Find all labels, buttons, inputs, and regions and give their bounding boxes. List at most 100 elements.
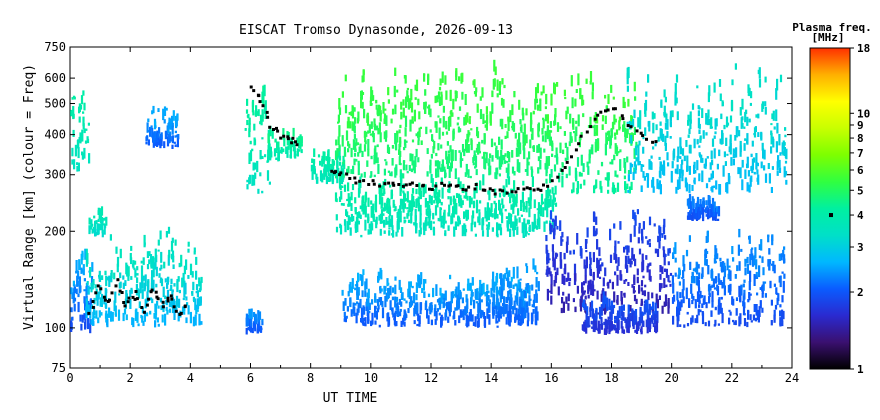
- heatmap-cell: [357, 160, 360, 166]
- heatmap-cell: [334, 192, 338, 202]
- heatmap-cell: [542, 85, 545, 94]
- heatmap-cell: [436, 160, 439, 173]
- heatmap-cell: [638, 222, 641, 229]
- heatmap-cell: [638, 317, 641, 326]
- heatmap-cell: [353, 306, 356, 317]
- heatmap-cell: [454, 150, 457, 161]
- heatmap-cell: [556, 82, 559, 87]
- heatmap-cell: [517, 317, 520, 326]
- trace-point: [454, 184, 458, 188]
- heatmap-cell: [198, 277, 201, 283]
- heatmap-cell: [72, 292, 75, 304]
- heatmap-cell: [609, 228, 612, 241]
- heatmap-cell: [535, 277, 538, 288]
- heatmap-cell: [423, 74, 426, 82]
- heatmap-cell: [347, 198, 351, 207]
- heatmap-cell: [696, 314, 699, 324]
- heatmap-cell: [550, 284, 553, 294]
- heatmap-cell: [775, 109, 778, 122]
- heatmap-cell: [256, 329, 260, 334]
- heatmap-cell: [70, 322, 73, 330]
- heatmap-cell: [527, 283, 530, 294]
- heatmap-cell: [490, 203, 493, 213]
- heatmap-cell: [379, 213, 382, 224]
- trace-point: [87, 311, 91, 315]
- heatmap-cell: [570, 75, 573, 87]
- heatmap-cell: [513, 180, 516, 191]
- heatmap-cell: [779, 152, 782, 156]
- heatmap-cell: [331, 159, 334, 167]
- heatmap-cell: [784, 170, 788, 176]
- heatmap-cell: [595, 311, 598, 321]
- heatmap-cell: [486, 308, 489, 319]
- heatmap-cell: [458, 106, 462, 111]
- heatmap-cell: [615, 254, 618, 264]
- heatmap-cell: [564, 97, 567, 100]
- heatmap-cell: [251, 101, 254, 113]
- heatmap-cell: [152, 266, 155, 278]
- heatmap-cell: [122, 275, 125, 280]
- heatmap-cell: [534, 265, 537, 273]
- heatmap-cell: [693, 177, 696, 185]
- heatmap-cell: [94, 284, 97, 289]
- heatmap-cell: [395, 321, 398, 327]
- heatmap-cell: [481, 230, 485, 237]
- heatmap-cell: [245, 313, 248, 323]
- trace-point: [560, 168, 564, 172]
- heatmap-cell: [149, 254, 153, 263]
- heatmap-cell: [511, 166, 515, 174]
- heatmap-cell: [380, 288, 383, 292]
- heatmap-cell: [350, 203, 353, 211]
- heatmap-cell: [663, 278, 666, 288]
- heatmap-cell: [528, 285, 531, 290]
- heatmap-cell: [728, 269, 731, 276]
- heatmap-cell: [438, 312, 441, 316]
- heatmap-cell: [591, 91, 594, 100]
- heatmap-cell: [771, 113, 774, 120]
- heatmap-cell: [442, 116, 445, 128]
- heatmap-cell: [626, 245, 629, 255]
- heatmap-cell: [370, 155, 373, 160]
- heatmap-cell: [343, 146, 346, 156]
- heatmap-cell: [73, 159, 76, 170]
- heatmap-cell: [429, 210, 432, 216]
- heatmap-cell: [616, 265, 619, 271]
- heatmap-cell: [768, 248, 771, 255]
- heatmap-cell: [643, 176, 646, 181]
- heatmap-cell: [668, 280, 671, 283]
- heatmap-cell: [696, 85, 699, 89]
- heatmap-cell: [76, 275, 79, 287]
- heatmap-cell: [349, 299, 352, 305]
- heatmap-cell: [379, 297, 383, 306]
- heatmap-cell: [335, 226, 339, 233]
- heatmap-cell: [346, 168, 349, 176]
- heatmap-cell: [249, 310, 252, 319]
- heatmap-cell: [415, 199, 418, 208]
- heatmap-cell: [253, 123, 256, 131]
- trace-point: [434, 184, 438, 188]
- heatmap-cell: [713, 82, 716, 93]
- heatmap-cell: [694, 318, 697, 323]
- heatmap-cell: [604, 267, 607, 277]
- x-tick-label: 14: [484, 371, 498, 385]
- heatmap-cell: [157, 249, 160, 252]
- heatmap-cell: [327, 149, 330, 158]
- heatmap-cell: [712, 185, 716, 188]
- heatmap-cell: [701, 303, 704, 308]
- heatmap-cell: [619, 159, 622, 171]
- heatmap-cell: [510, 204, 513, 210]
- heatmap-cell: [553, 228, 556, 240]
- heatmap-cell: [403, 309, 406, 318]
- heatmap-cell: [338, 155, 342, 161]
- heatmap-cell: [641, 261, 644, 273]
- heatmap-cell: [447, 117, 451, 127]
- heatmap-cell: [669, 116, 672, 126]
- heatmap-cell: [157, 133, 160, 138]
- heatmap-cell: [286, 146, 289, 158]
- heatmap-cell: [400, 111, 403, 120]
- heatmap-cell: [488, 158, 491, 170]
- heatmap-cell: [753, 255, 756, 266]
- heatmap-cell: [100, 302, 103, 307]
- heatmap-cell: [691, 212, 694, 221]
